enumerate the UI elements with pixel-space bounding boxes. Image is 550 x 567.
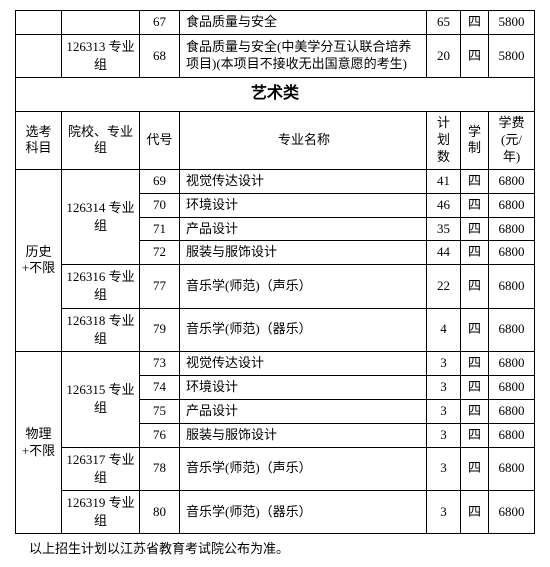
fee: 6800 [489, 375, 535, 399]
fee: 6800 [489, 308, 535, 351]
duration: 四 [461, 423, 489, 447]
table-row: 67 食品质量与安全 65 四 5800 [16, 11, 535, 35]
major-name: 食品质量与安全(中美学分互认联合培养项目)(本项目不接收无出国意愿的考生) [180, 34, 427, 77]
major-name: 音乐学(师范)（器乐） [180, 308, 427, 351]
duration: 四 [461, 169, 489, 193]
footnote: 以上招生计划以江苏省教育考试院公布为准。 [15, 538, 535, 557]
fee: 6800 [489, 447, 535, 490]
plan-count: 35 [427, 217, 461, 241]
table-row: 历史+不限 126314 专业组 69 视觉传达设计 41 四 6800 [16, 169, 535, 193]
major-group: 126319 专业组 [62, 490, 140, 533]
major-name: 视觉传达设计 [180, 352, 427, 376]
major-code: 69 [140, 169, 180, 193]
major-name: 产品设计 [180, 217, 427, 241]
header-code: 代号 [140, 112, 180, 170]
fee: 5800 [489, 11, 535, 35]
major-code: 76 [140, 423, 180, 447]
major-code: 68 [140, 34, 180, 77]
major-code: 77 [140, 265, 180, 308]
plan-count: 3 [427, 352, 461, 376]
major-code: 75 [140, 399, 180, 423]
major-code: 72 [140, 241, 180, 265]
header-subject: 选考科目 [16, 112, 62, 170]
major-code: 67 [140, 11, 180, 35]
fee: 5800 [489, 34, 535, 77]
plan-count: 3 [427, 423, 461, 447]
plan-count: 4 [427, 308, 461, 351]
fee: 6800 [489, 352, 535, 376]
subject-cell: 物理+不限 [16, 352, 62, 534]
fee: 6800 [489, 423, 535, 447]
duration: 四 [461, 193, 489, 217]
duration: 四 [461, 352, 489, 376]
fee: 6800 [489, 241, 535, 265]
plan-count: 41 [427, 169, 461, 193]
duration: 四 [461, 265, 489, 308]
table-row: 126316 专业组 77 音乐学(师范)（声乐） 22 四 6800 [16, 265, 535, 308]
subject-cell: 历史+不限 [16, 169, 62, 351]
table-row: 126313 专业组 68 食品质量与安全(中美学分互认联合培养项目)(本项目不… [16, 34, 535, 77]
fee: 6800 [489, 169, 535, 193]
table-row: 物理+不限 126315 专业组 73 视觉传达设计 3 四 6800 [16, 352, 535, 376]
major-code: 70 [140, 193, 180, 217]
major-name: 音乐学(师范)（声乐） [180, 447, 427, 490]
plan-count: 44 [427, 241, 461, 265]
plan-count: 3 [427, 375, 461, 399]
table-row: 126317 专业组 78 音乐学(师范)（声乐） 3 四 6800 [16, 447, 535, 490]
major-name: 服装与服饰设计 [180, 423, 427, 447]
plan-count: 20 [427, 34, 461, 77]
major-name: 音乐学(师范)（声乐） [180, 265, 427, 308]
section-header: 艺术类 [16, 78, 535, 112]
plan-count: 3 [427, 490, 461, 533]
table-row: 126318 专业组 79 音乐学(师范)（器乐） 4 四 6800 [16, 308, 535, 351]
duration: 四 [461, 217, 489, 241]
duration: 四 [461, 241, 489, 265]
table-row: 126319 专业组 80 音乐学(师范)（器乐） 3 四 6800 [16, 490, 535, 533]
major-code: 74 [140, 375, 180, 399]
major-code: 71 [140, 217, 180, 241]
fee: 6800 [489, 399, 535, 423]
section-title: 艺术类 [16, 78, 535, 112]
duration: 四 [461, 11, 489, 35]
major-code: 80 [140, 490, 180, 533]
plan-count: 3 [427, 447, 461, 490]
fee: 6800 [489, 490, 535, 533]
duration: 四 [461, 447, 489, 490]
major-name: 环境设计 [180, 193, 427, 217]
header-name: 专业名称 [180, 112, 427, 170]
plan-count: 22 [427, 265, 461, 308]
major-code: 73 [140, 352, 180, 376]
duration: 四 [461, 34, 489, 77]
major-name: 食品质量与安全 [180, 11, 427, 35]
table-header: 选考科目 院校、专业组 代号 专业名称 计划数 学制 学费(元/年) [16, 112, 535, 170]
major-name: 产品设计 [180, 399, 427, 423]
fee: 6800 [489, 265, 535, 308]
major-group: 126317 专业组 [62, 447, 140, 490]
duration: 四 [461, 490, 489, 533]
major-name: 环境设计 [180, 375, 427, 399]
plan-count: 65 [427, 11, 461, 35]
duration: 四 [461, 375, 489, 399]
admissions-table: 67 食品质量与安全 65 四 5800 126313 专业组 68 食品质量与… [15, 10, 535, 534]
fee: 6800 [489, 193, 535, 217]
duration: 四 [461, 399, 489, 423]
plan-count: 46 [427, 193, 461, 217]
header-plan: 计划数 [427, 112, 461, 170]
header-fee: 学费(元/年) [489, 112, 535, 170]
major-name: 服装与服饰设计 [180, 241, 427, 265]
major-group: 126315 专业组 [62, 352, 140, 448]
major-code: 78 [140, 447, 180, 490]
major-name: 音乐学(师范)（器乐） [180, 490, 427, 533]
fee: 6800 [489, 217, 535, 241]
duration: 四 [461, 308, 489, 351]
major-code: 79 [140, 308, 180, 351]
major-group: 126313 专业组 [62, 34, 140, 77]
major-group: 126314 专业组 [62, 169, 140, 265]
major-name: 视觉传达设计 [180, 169, 427, 193]
plan-count: 3 [427, 399, 461, 423]
header-group: 院校、专业组 [62, 112, 140, 170]
major-group: 126318 专业组 [62, 308, 140, 351]
major-group: 126316 专业组 [62, 265, 140, 308]
header-duration: 学制 [461, 112, 489, 170]
